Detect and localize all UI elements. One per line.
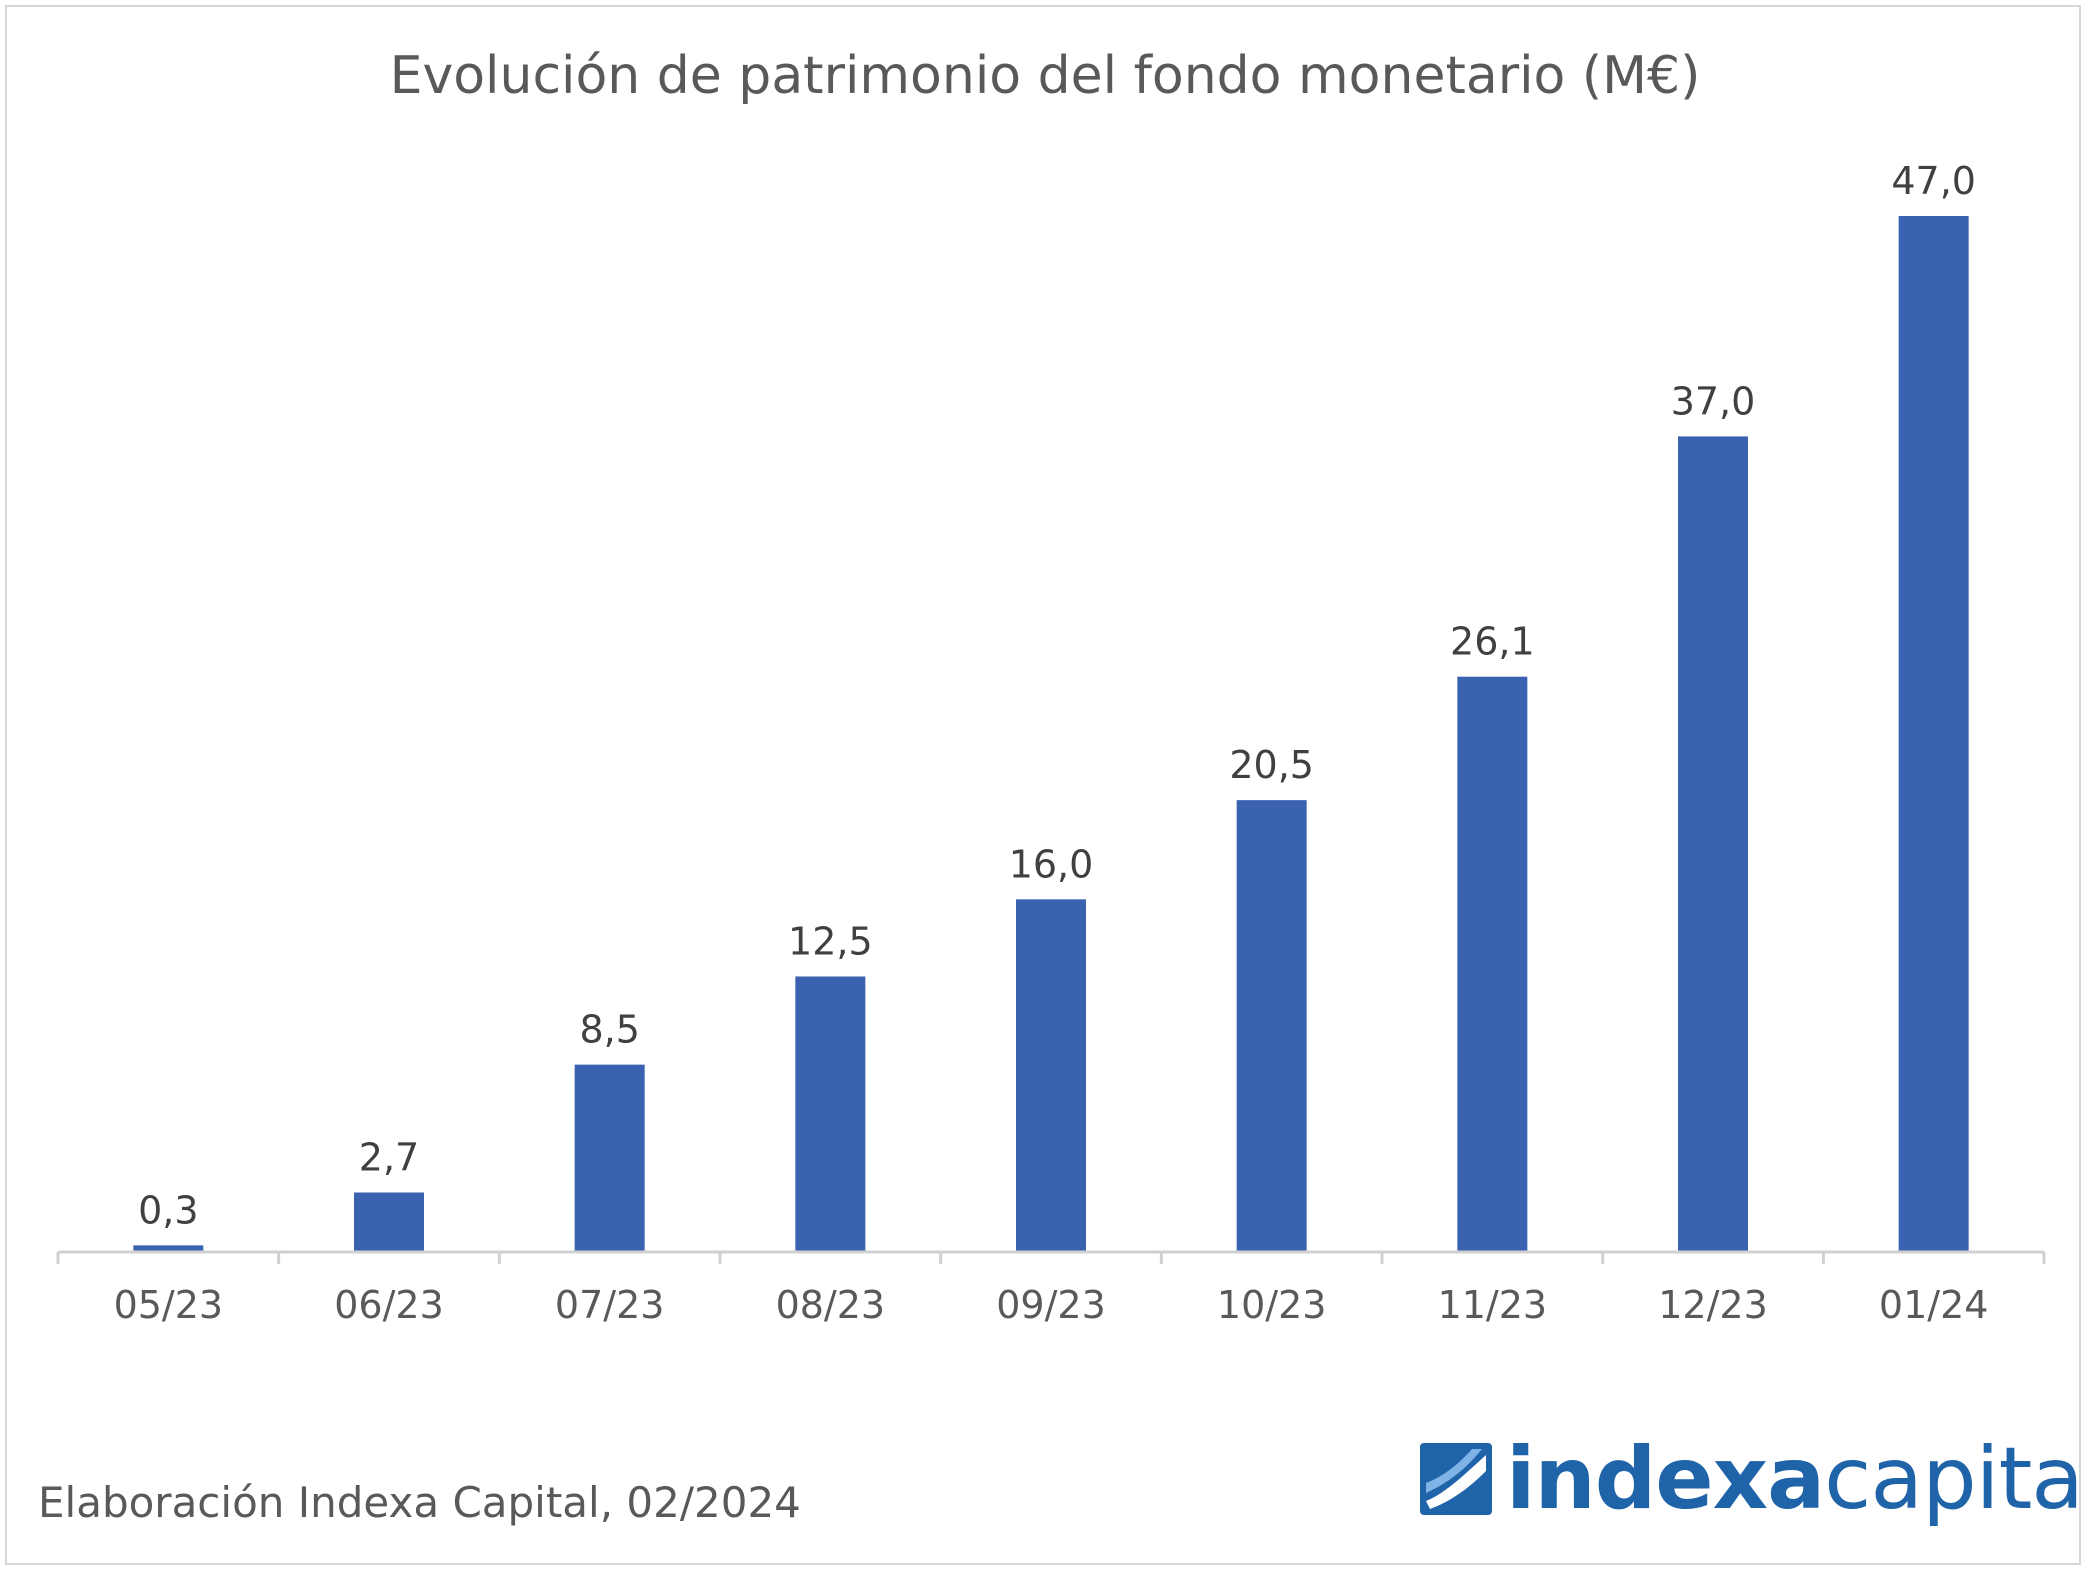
bar-01-24 bbox=[1898, 216, 1969, 1252]
data-label: 26,1 bbox=[1450, 620, 1535, 664]
x-tick-label: 05/23 bbox=[114, 1283, 224, 1327]
x-tick-label: 11/23 bbox=[1438, 1283, 1548, 1327]
source-note: Elaboración Indexa Capital, 02/2024 bbox=[38, 1478, 801, 1527]
data-label: 0,3 bbox=[138, 1188, 198, 1232]
x-tick-label: 09/23 bbox=[996, 1283, 1106, 1327]
brand-logo: indexacapital bbox=[1420, 1424, 2090, 1534]
bar-07-23 bbox=[574, 1064, 645, 1252]
data-label: 47,0 bbox=[1891, 159, 1976, 203]
x-tick-label: 10/23 bbox=[1217, 1283, 1327, 1327]
bar-11-23 bbox=[1457, 676, 1528, 1252]
brand-wordmark: indexacapital bbox=[1506, 1436, 2090, 1522]
data-label: 16,0 bbox=[1009, 842, 1094, 886]
data-label: 37,0 bbox=[1671, 379, 1756, 423]
x-tick-label: 12/23 bbox=[1658, 1283, 1768, 1327]
data-label: 2,7 bbox=[359, 1135, 419, 1179]
bar-12-23 bbox=[1678, 436, 1748, 1252]
data-label: 12,5 bbox=[788, 919, 873, 963]
chart-title: Evolución de patrimonio del fondo moneta… bbox=[389, 46, 1701, 106]
brand-name-bold: indexa bbox=[1506, 1429, 1825, 1529]
x-tick-label: 08/23 bbox=[776, 1283, 886, 1327]
data-label: 8,5 bbox=[579, 1008, 639, 1052]
x-tick-label: 07/23 bbox=[555, 1283, 665, 1327]
brand-name-light: capital bbox=[1824, 1429, 2090, 1529]
bar-05-23 bbox=[133, 1245, 204, 1252]
bar-09-23 bbox=[1016, 899, 1086, 1252]
bar-08-23 bbox=[795, 976, 866, 1252]
x-tick-label: 06/23 bbox=[334, 1283, 444, 1327]
data-label: 20,5 bbox=[1229, 743, 1314, 787]
indexa-logo-icon bbox=[1420, 1443, 1492, 1515]
x-tick-label: 01/24 bbox=[1879, 1283, 1989, 1327]
bar-10-23 bbox=[1236, 800, 1307, 1252]
bar-06-23 bbox=[354, 1192, 424, 1252]
